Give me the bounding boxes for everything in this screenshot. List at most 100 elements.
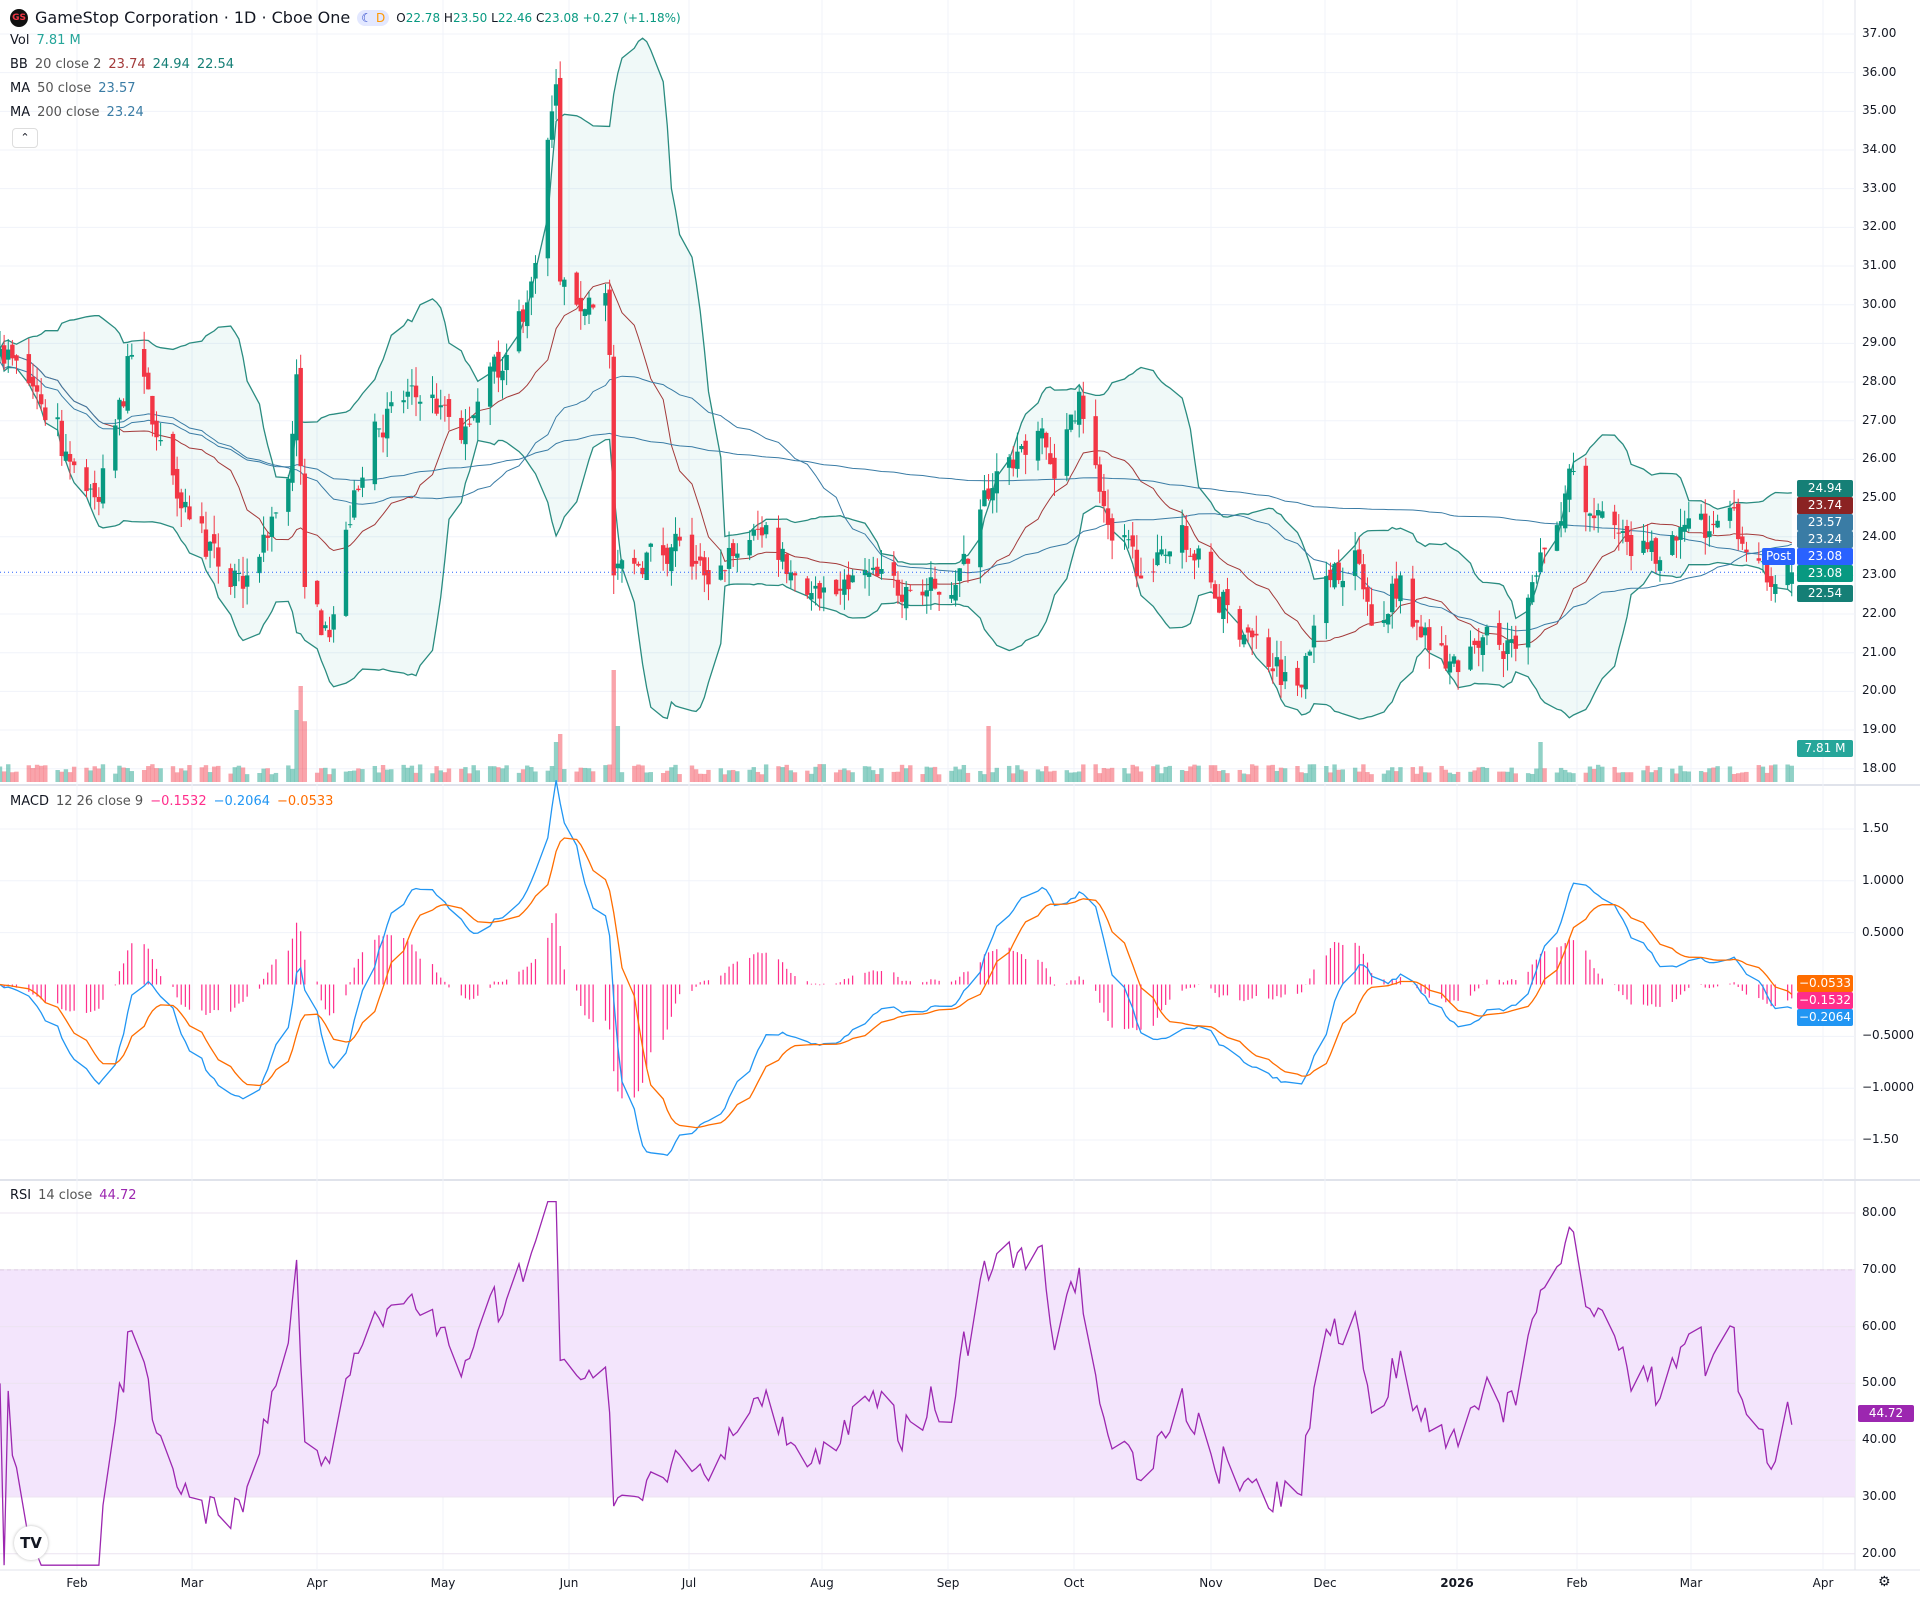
candle-body [590,304,596,308]
volume-bar [1698,770,1704,782]
candle-body [6,349,11,360]
candle-body [1328,569,1333,581]
volume-bar [866,766,872,782]
volume-bar [1768,765,1774,782]
candle-body [1525,597,1531,648]
candle-body [236,573,242,575]
volume-bar [669,767,674,782]
volume-bar [59,771,64,782]
candle-body [1418,626,1424,638]
volume-bar [1048,771,1053,782]
volume-bar [1571,773,1576,782]
volume-bar [1035,769,1041,782]
volume-bar [1422,772,1428,782]
volume-bar [1612,766,1617,782]
candle-body [953,584,958,601]
volume-bar [735,771,740,782]
volume-bar [1324,766,1329,782]
candle-body [982,490,987,507]
volume-bar [1773,764,1778,782]
candle-body [1707,531,1712,538]
candle-body [1163,554,1168,556]
rsi-label: 30.00 [1862,1489,1897,1503]
candle-body [533,263,538,279]
candle-body [586,297,592,315]
volume-bar [957,769,962,782]
volume-bar [1414,773,1420,782]
candle-body [1385,614,1391,625]
candle-body [553,84,559,106]
volume-bar [1480,766,1486,782]
volume-bar [314,772,320,782]
bb-legend[interactable]: BB 20 close 2 23.74 24.94 22.54 [10,57,235,72]
time-label-2026: 2026 [1440,1576,1474,1590]
volume-bar [994,767,999,782]
candle-body [1600,511,1605,518]
candle-body [1509,639,1514,643]
rsi-label: 40.00 [1862,1432,1897,1447]
volume-bar [780,767,785,782]
volume-bar [1736,773,1741,782]
candle-body [302,473,308,587]
volume-bar [619,772,625,782]
candle-body [644,552,649,581]
settings-gear-icon[interactable]: ⚙ [1878,1574,1891,1590]
candle-body [240,575,246,589]
volume-bar [331,768,336,782]
candle-body [722,570,728,572]
volume-legend[interactable]: Vol 7.81 M [10,33,81,48]
macd-line [0,780,1793,1157]
candle-body [63,451,69,461]
candle-body [265,535,270,538]
candle-body [978,509,983,568]
candle-body [698,556,703,561]
volume-bar [1616,772,1621,782]
candle-body [1299,684,1304,688]
symbol-title[interactable]: GameStop Corporation · 1D · Cboe One [35,8,351,27]
candle-body [232,570,237,587]
candle-body [380,432,386,438]
rsi-legend[interactable]: RSI 14 close 44.72 [10,1188,137,1203]
volume-bar [545,770,551,782]
candle-body [38,394,44,405]
volume-bar [96,768,102,782]
candle-body [1357,549,1362,564]
candle-body [578,297,583,312]
macd-legend[interactable]: MACD 12 26 close 9 −0.1532 −0.2064 −0.0533 [10,794,334,809]
candle-body [1336,562,1341,581]
volume-bar [1015,765,1020,782]
candle-body [1097,464,1102,492]
candle-body [187,506,192,520]
volume-bar [586,768,592,782]
volume-bar [216,765,221,782]
volume-bar [1484,767,1490,782]
volume-bar [0,766,3,782]
price-label: 29.00 [1862,335,1897,350]
collapse-legend-button[interactable]: ⌃ [12,128,38,148]
volume-bar [953,766,958,782]
volume-bar [67,772,73,782]
session-badge[interactable]: ☾ D [357,9,390,26]
ohlc-values: O22.78 H23.50 L22.46 C23.08 +0.27 (+1.18… [396,10,681,25]
candle-body [805,578,810,595]
ma200-legend[interactable]: MA 200 close 23.24 [10,105,144,120]
tradingview-logo[interactable]: TV [14,1526,48,1560]
volume-bar [1328,772,1333,782]
candle-body [1587,513,1593,516]
candle-body [549,111,555,140]
volume-bar [1390,767,1395,782]
candle-body [487,366,493,407]
candle-body [636,563,641,566]
ma50-legend[interactable]: MA 50 close 23.57 [10,81,136,96]
candle-body [615,563,621,569]
volume-bar [438,770,443,782]
candle-body [409,385,415,387]
candle-body [43,407,48,421]
volume-bar [1134,766,1140,782]
volume-bar [129,771,135,782]
volume-bar [603,765,608,782]
candle-body [1715,520,1720,528]
volume-bar [1225,773,1230,782]
price-label: 37.00 [1862,26,1897,40]
